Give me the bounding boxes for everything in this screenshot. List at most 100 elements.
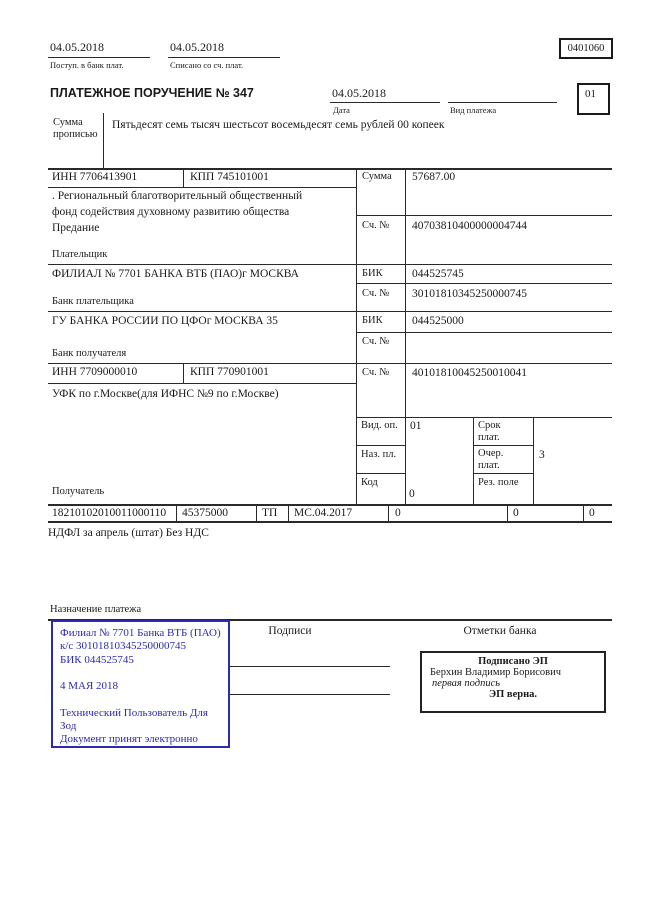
op-kind-label: Вид. оп.: [361, 420, 398, 431]
signature-line: [230, 666, 390, 667]
divider: [507, 504, 508, 521]
purpose-code-label: Наз. пл.: [361, 449, 397, 460]
bank-stamp-line: Документ принят электронно: [60, 733, 198, 746]
bank-stamp-line: Зод: [60, 720, 77, 733]
payer-bank-name: ФИЛИАЛ № 7701 БАНКА ВТБ (ПАО)г МОСКВА: [52, 268, 299, 280]
divider: [183, 168, 184, 187]
signature-line: [230, 694, 390, 695]
pay-term-label: Срок плат.: [478, 420, 501, 444]
divider: [388, 504, 389, 521]
divider: [356, 417, 612, 418]
doc-date: 04.05.2018: [332, 86, 386, 100]
tax-field-period: МС.04.2017: [294, 507, 353, 519]
payer-bank-bik: 044525745: [412, 268, 464, 280]
op-kind-value: 01: [410, 420, 422, 432]
payer-inn: ИНН 7706413901: [52, 171, 138, 183]
divider: [356, 445, 405, 446]
bank-stamp-line: Технический Пользователь Для: [60, 706, 208, 719]
payer-section-label: Плательщик: [52, 249, 108, 260]
payer-kpp: КПП 745101001: [190, 171, 269, 183]
reserve-label: Рез. поле: [478, 477, 519, 488]
bank-stamp-line: [60, 667, 224, 680]
code-label: Код: [361, 477, 378, 488]
divider: [48, 57, 150, 58]
divider: [48, 619, 612, 621]
purpose-label: Назначение платежа: [50, 604, 142, 615]
divider: [473, 417, 474, 504]
divider: [176, 504, 177, 521]
divider: [533, 417, 534, 504]
tax-field-date: 0: [513, 507, 519, 519]
amount-value: 57687.00: [412, 171, 456, 183]
divider: [288, 504, 289, 521]
divider: [405, 168, 406, 504]
priority-label: Очер. плат.: [478, 448, 504, 472]
payer-account: 40703810400000004744: [412, 220, 527, 232]
esignature-title: Подписано ЭП: [478, 656, 548, 667]
bank-stamp-line: БИК 044525745: [60, 653, 134, 666]
payee-bank-account-label: Сч. №: [362, 336, 390, 347]
payee-bank-bik-label: БИК: [362, 315, 383, 326]
divider: [330, 102, 440, 103]
divider: [183, 363, 184, 383]
divider: [473, 445, 533, 446]
bank-stamp-line: [60, 693, 224, 706]
code-value: 0: [409, 488, 415, 500]
esignature-verdict: ЭП верна.: [488, 689, 537, 700]
payer-bank-account: 30101810345250000745: [412, 288, 527, 300]
divider: [48, 187, 356, 188]
tax-field-basis: ТП: [262, 507, 278, 519]
amount-words-value: Пятьдесят семь тысяч шестьсот восемьдеся…: [112, 119, 445, 131]
payer-name-line: фонд содействия духовному развитию общес…: [52, 206, 290, 218]
amount-words-label: Сумма прописью: [53, 117, 98, 141]
payment-kind-label: Вид платежа: [450, 105, 497, 115]
divider: [48, 363, 612, 364]
doc-date-label: Дата: [333, 105, 350, 115]
divider: [356, 332, 612, 333]
divider: [103, 113, 104, 169]
bank-stamp-box: Филиал № 7701 Банка ВТБ (ПАО) к/с 301018…: [51, 620, 230, 748]
payer-account-label: Сч. №: [362, 220, 390, 231]
tax-field-number: 0: [395, 507, 401, 519]
esignature-signer: Берхин Владимир Борисович: [430, 667, 561, 678]
amount-label: Сумма: [362, 171, 392, 182]
date-debited: 04.05.2018: [170, 40, 224, 54]
date-debited-label: Списано со сч. плат.: [170, 60, 244, 70]
divider: [48, 311, 612, 312]
date-received: 04.05.2018: [50, 40, 104, 54]
esignature-box: Подписано ЭП Берхин Владимир Борисович п…: [420, 651, 606, 713]
payee-bank-section-label: Банк получателя: [52, 348, 127, 359]
payer-bank-bik-label: БИК: [362, 268, 383, 279]
divider: [356, 473, 405, 474]
payee-name: УФК по г.Москве(для ИФНС №9 по г.Москве): [52, 388, 279, 400]
divider: [168, 57, 280, 58]
divider: [48, 383, 356, 384]
divider: [356, 215, 612, 216]
priority-value: 3: [539, 449, 545, 461]
payee-kpp: КПП 770901001: [190, 366, 269, 378]
document-title: ПЛАТЕЖНОЕ ПОРУЧЕНИЕ № 347: [50, 86, 254, 100]
bank-stamp-line: Филиал № 7701 Банка ВТБ (ПАО): [60, 627, 221, 639]
divider: [48, 504, 612, 506]
divider: [48, 264, 612, 265]
divider: [256, 504, 257, 521]
tax-field-oktmo: 45375000: [182, 507, 228, 519]
divider: [356, 168, 357, 504]
payer-bank-section-label: Банк плательщика: [52, 296, 134, 307]
bank-stamp-line: 4 МАЯ 2018: [60, 680, 119, 693]
esignature-note: первая подпись: [432, 678, 501, 689]
tax-field-kbk: 18210102010011000110: [52, 507, 167, 519]
payee-section-label: Получатель: [52, 486, 105, 497]
divider: [448, 102, 557, 103]
signatures-label: Подписи: [268, 625, 312, 637]
payer-name-line: Предание: [52, 222, 100, 234]
payee-bank-bik: 044525000: [412, 315, 464, 327]
payee-account: 40101810045250010041: [412, 367, 527, 379]
form-code-box: 0401060: [559, 38, 613, 59]
status-box: 01: [577, 83, 610, 115]
payer-name-line: . Региональный благотворительный обществ…: [52, 190, 303, 202]
payer-bank-account-label: Сч. №: [362, 288, 390, 299]
bank-stamp-line: к/с 30101810345250000745: [60, 640, 187, 653]
payee-inn: ИНН 7709000010: [52, 366, 138, 378]
